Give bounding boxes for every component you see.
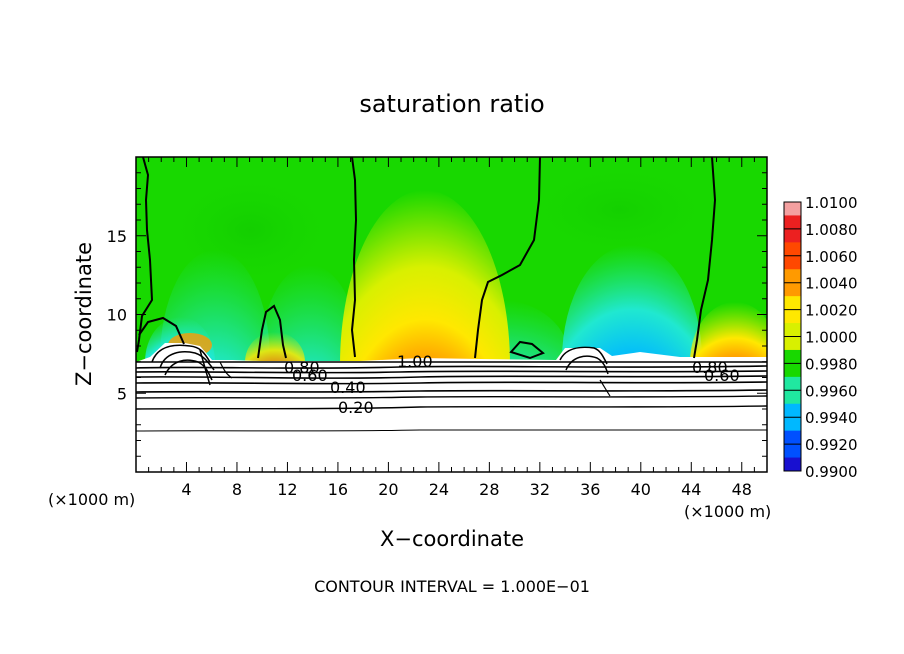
contour-label: 0.80 <box>284 358 320 377</box>
colorbar: 1.0100 1.0080 1.0060 1.0040 1.0020 1.0000 0.99… <box>783 194 858 481</box>
colorbar-label: 0.9960 <box>805 382 858 400</box>
contour-labels: 1.00 0.80 0.60 0.40 0.20 0.80 0.60 <box>284 352 740 417</box>
colorbar-swatch <box>784 323 801 337</box>
colorbar-label: 0.9980 <box>805 355 858 373</box>
x-unit-right: (×1000 m) <box>684 502 771 521</box>
unsaturated-lower-region <box>136 343 767 472</box>
colorbar-label: 0.9900 <box>805 463 858 481</box>
colorbar-swatch <box>784 242 801 257</box>
contour-line <box>136 365 767 369</box>
contour-line-1.00 <box>350 157 358 358</box>
contour-line-0.20 <box>136 405 767 410</box>
y-tick-label: 5 <box>117 384 127 403</box>
colorbar-swatch <box>784 228 801 243</box>
colorbar-swatch <box>784 363 801 378</box>
contour-bump <box>565 355 609 375</box>
colorbar-label: 1.0020 <box>805 302 858 320</box>
x-tick-label: 16 <box>328 480 348 499</box>
colorbar-swatch <box>784 215 801 230</box>
x-tick-label: 36 <box>580 480 600 499</box>
contour-bump <box>159 351 215 371</box>
colorbar-swatch <box>784 296 801 311</box>
contour-bump <box>199 349 211 386</box>
contour-line <box>136 429 767 432</box>
contour-bump <box>151 344 211 363</box>
x-tick-label: 40 <box>631 480 651 499</box>
x-tick-label: 4 <box>181 480 191 499</box>
contour-label: 0.80 <box>692 358 728 377</box>
colorbar-swatch <box>784 390 801 405</box>
colorbar-swatch <box>784 269 801 284</box>
contour-bump <box>599 379 611 397</box>
y-axis: 5 10 15 <box>107 172 767 457</box>
x-tick-label: 44 <box>681 480 701 499</box>
x-unit-left: (×1000 m) <box>48 490 135 509</box>
colorbar-swatch <box>784 309 801 324</box>
green-patch <box>520 160 720 260</box>
colorbar-swatch <box>784 417 801 432</box>
colorbar-label: 1.0060 <box>805 248 858 266</box>
colorbar-swatch <box>784 282 801 297</box>
contour-label: 0.20 <box>338 398 374 417</box>
colorbar-swatch <box>784 430 801 445</box>
contour-interval-note: CONTOUR INTERVAL = 1.000E−01 <box>314 577 590 596</box>
y-tick-label: 10 <box>107 306 127 325</box>
colorbar-label: 1.0100 <box>805 194 858 212</box>
contour-line-0.40 <box>136 389 767 393</box>
colorbar-label: 0.9940 <box>805 409 858 427</box>
colorbar-swatch <box>784 202 801 216</box>
contour-bump <box>559 346 608 365</box>
x-axis-label: X−coordinate <box>380 527 524 551</box>
colorbar-label: 0.9920 <box>805 436 858 454</box>
chart-title: saturation ratio <box>359 90 544 118</box>
x-tick-label: 28 <box>479 480 499 499</box>
contour-label: 1.00 <box>397 352 433 371</box>
contour-label: 0.60 <box>292 366 328 385</box>
contour-bump <box>219 361 233 379</box>
colorbar-swatch <box>784 403 801 418</box>
contour-line-1.00 <box>693 157 717 359</box>
colorbar-swatch <box>784 457 801 472</box>
y-tick-label: 15 <box>107 227 127 246</box>
contour-label: 0.60 <box>704 366 740 385</box>
x-tick-label: 32 <box>530 480 550 499</box>
contour-label: 0.40 <box>330 378 366 397</box>
colorbar-swatch <box>784 336 801 351</box>
contour-bump <box>164 359 213 381</box>
colorbar-label: 1.0080 <box>805 221 858 239</box>
contour-lines <box>136 157 767 432</box>
x-tick-label: 12 <box>277 480 297 499</box>
colorbar-swatch <box>784 376 801 391</box>
x-tick-label: 8 <box>232 480 242 499</box>
colorbar-swatch <box>784 349 801 364</box>
contour-line <box>136 370 767 374</box>
x-tick-label: 48 <box>732 480 752 499</box>
y-axis-label: Z−coordinate <box>72 242 96 386</box>
contour-line-1.00 <box>474 157 541 359</box>
contour-line-1.00 <box>257 304 287 359</box>
contour-line-1.00 <box>138 316 185 345</box>
contour-line <box>136 375 767 379</box>
x-axis: 4 8 12 16 20 24 28 32 36 40 44 48 <box>148 157 755 499</box>
contour-line <box>136 395 767 399</box>
colorbar-swatch <box>784 255 801 270</box>
colorbar-swatch <box>784 444 801 459</box>
colorbar-label: 1.0000 <box>805 329 858 347</box>
x-tick-label: 24 <box>429 480 449 499</box>
colorbar-label: 1.0040 <box>805 275 858 293</box>
x-tick-label: 20 <box>378 480 398 499</box>
contour-line-1.00 <box>509 340 545 360</box>
contour-line <box>136 381 767 385</box>
